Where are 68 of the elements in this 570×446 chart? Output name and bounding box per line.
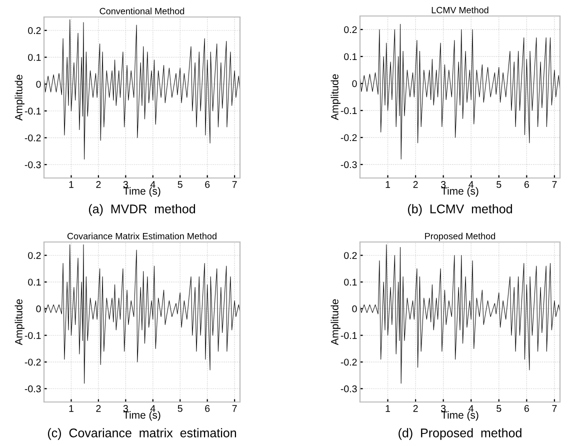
y-tick-label: 0.2 bbox=[28, 252, 41, 259]
y-tick-label: 0 bbox=[352, 80, 357, 88]
y-tick-label: 0 bbox=[352, 305, 357, 312]
x-tick-label: 1 bbox=[69, 405, 74, 412]
x-axis-title: Time (s) bbox=[441, 411, 478, 421]
line-series bbox=[360, 24, 560, 160]
x-tick-label: 6 bbox=[524, 181, 529, 188]
text: (d) Proposed method bbox=[398, 428, 522, 440]
x-tick-label: 6 bbox=[524, 405, 529, 412]
x-tick-label: 7 bbox=[552, 181, 557, 188]
x-tick-label: 5 bbox=[178, 181, 182, 188]
x-tick-label: 2 bbox=[413, 181, 418, 188]
x-tick-label: 1 bbox=[386, 405, 390, 412]
line-series bbox=[360, 244, 560, 384]
x-tick-label: 7 bbox=[232, 181, 237, 188]
y-tick-label: 0 bbox=[36, 80, 41, 88]
x-tick-label: 1 bbox=[386, 181, 390, 188]
y-tick-label: -0.1 bbox=[340, 332, 357, 339]
y-tick-label: 0.1 bbox=[28, 278, 41, 286]
y-tick-label: 0.2 bbox=[344, 26, 357, 34]
y-axis-title: Amplitude bbox=[14, 299, 24, 346]
line-series bbox=[44, 19, 240, 160]
y-tick-label: -0.3 bbox=[340, 161, 357, 168]
x-tick-label: 2 bbox=[96, 181, 101, 188]
y-tick-label: 0.1 bbox=[344, 278, 357, 286]
x-tick-label: 6 bbox=[205, 405, 210, 412]
x-tick-label: 5 bbox=[496, 405, 502, 412]
x-tick-label: 4 bbox=[150, 181, 156, 188]
y-tick-label: -0.1 bbox=[24, 108, 41, 115]
text: (c) Covariance matrix estimation bbox=[48, 428, 236, 440]
y-tick-label: 0.1 bbox=[344, 53, 357, 60]
y-tick-label: -0.3 bbox=[24, 385, 41, 392]
x-tick-label: 4 bbox=[150, 405, 156, 412]
x-tick-label: 5 bbox=[496, 181, 502, 188]
x-tick-label: 7 bbox=[232, 405, 237, 412]
y-tick-label: -0.2 bbox=[24, 358, 41, 366]
y-tick-label: 0.1 bbox=[28, 54, 41, 61]
x-tick-label: 2 bbox=[96, 405, 101, 412]
y-tick-label: -0.2 bbox=[24, 134, 41, 142]
y-tick-label: 0 bbox=[36, 305, 41, 312]
y-tick-label: -0.1 bbox=[340, 107, 357, 114]
y-tick-label: -0.2 bbox=[340, 134, 357, 142]
y-axis-title: Amplitude bbox=[330, 74, 340, 120]
chart-title: LCMV Method bbox=[432, 6, 488, 14]
x-axis-title: Time (s) bbox=[123, 411, 160, 421]
y-tick-label: -0.2 bbox=[340, 358, 357, 366]
y-tick-label: -0.3 bbox=[24, 161, 41, 168]
chart-title: Covariance Matrix Estimation Method bbox=[67, 232, 216, 240]
x-axis-title: Time (s) bbox=[123, 187, 160, 197]
line-series bbox=[44, 244, 240, 384]
x-tick-label: 7 bbox=[552, 405, 557, 412]
y-tick-label: 0.2 bbox=[344, 252, 357, 259]
y-tick-label: -0.1 bbox=[24, 332, 41, 339]
chart-title: Conventional Method bbox=[100, 8, 184, 14]
chart-title: Proposed Method bbox=[425, 232, 496, 242]
y-axis-title: Amplitude bbox=[330, 299, 340, 346]
x-tick-label: 4 bbox=[468, 405, 474, 412]
x-tick-label: 4 bbox=[468, 181, 474, 188]
text: (b) LCMV method bbox=[408, 204, 512, 216]
x-tick-label: 5 bbox=[178, 405, 182, 412]
y-tick-label: 0.2 bbox=[28, 27, 41, 34]
x-tick-label: 2 bbox=[413, 405, 418, 412]
x-axis-title: Time (s) bbox=[441, 187, 478, 197]
x-tick-label: 1 bbox=[69, 181, 74, 188]
text: (a) MVDR method bbox=[88, 204, 196, 216]
y-tick-label: -0.3 bbox=[340, 385, 357, 392]
y-axis-title: Amplitude bbox=[14, 74, 24, 121]
x-tick-label: 6 bbox=[205, 181, 210, 188]
